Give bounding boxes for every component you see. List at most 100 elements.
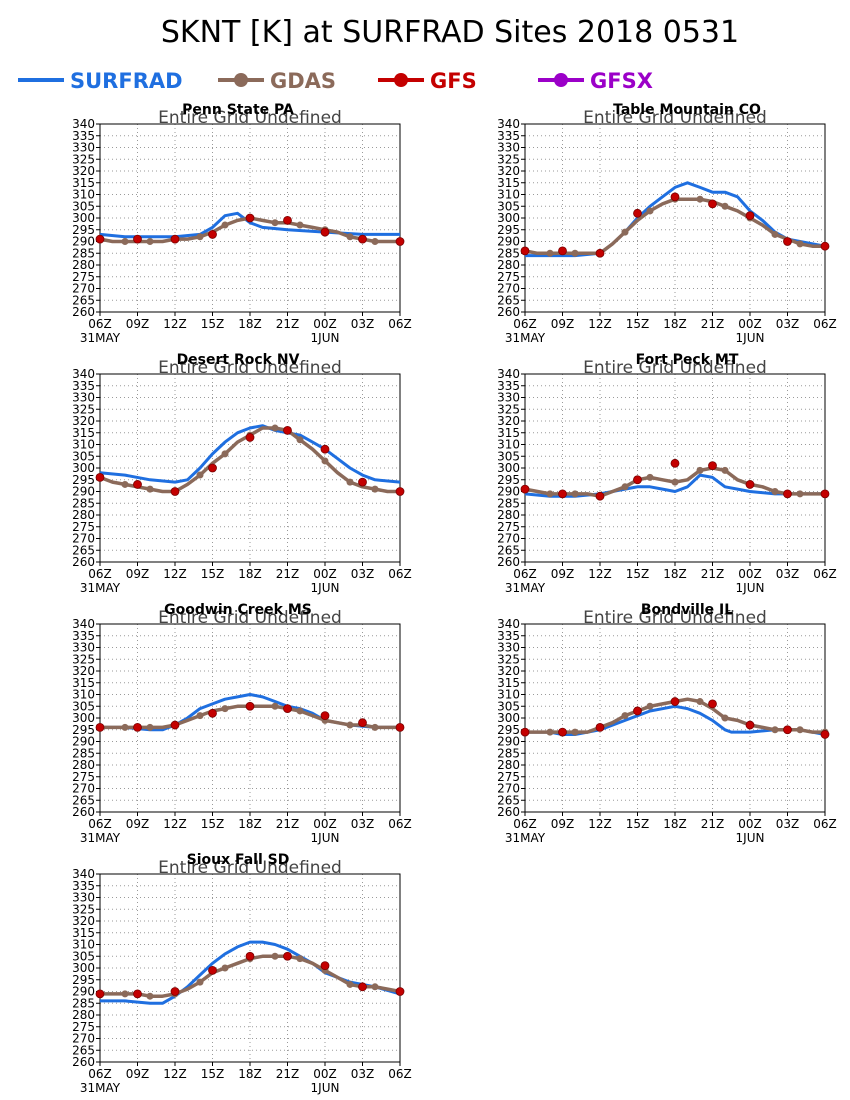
point-gdas [146,238,154,245]
point-gfs [245,701,255,711]
y-tick-label: 260 [497,555,520,569]
y-tick-label: 325 [497,652,520,666]
y-tick-label: 300 [72,211,95,225]
y-tick-label: 290 [497,485,520,499]
y-tick-label: 295 [72,223,95,237]
point-gdas [571,249,579,257]
x-tick-label: 18Z [663,567,687,581]
y-tick-label: 300 [497,711,520,725]
point-gfs [633,706,642,716]
y-tick-label: 330 [497,391,520,405]
series-line-surfrad [99,424,401,484]
point-gfs [520,246,530,256]
y-tick-label: 285 [497,746,520,760]
series-gfs [95,951,405,999]
grid [525,374,825,562]
y-tick-label: 305 [72,699,95,713]
y-tick-label: 340 [497,367,520,381]
y-tick-label: 265 [72,793,95,807]
x-date-label: 31MAY [80,331,121,345]
x-tick-label: 15Z [201,317,225,331]
point-gfs [708,461,717,471]
x-date-label: 1JUN [311,581,340,595]
y-tick-label: 265 [497,293,520,307]
legend-item-gfs: GFS [378,69,477,93]
point-gfs [320,227,330,237]
point-gdas [371,723,379,731]
y-tick-label: 295 [497,223,520,237]
point-gdas [721,466,729,474]
y-tick-label: 295 [72,723,95,737]
x-tick-label: 21Z [701,817,725,831]
x-tick-label: 03Z [776,567,800,581]
point-gfs [745,720,755,730]
series-surfrad [525,704,826,736]
x-tick-label: 12Z [163,567,187,581]
y-tick-label: 300 [72,711,95,725]
point-gdas [346,233,354,241]
x-date-label: 31MAY [505,581,546,595]
series-gfs [520,697,830,739]
y-tick-label: 285 [72,246,95,260]
grid [525,124,825,312]
y-tick-label: 300 [72,961,95,975]
point-gdas [646,473,654,481]
point-gdas [646,702,654,710]
point-gdas [121,990,129,998]
point-gdas [346,980,354,988]
y-tick-label: 295 [72,473,95,487]
y-tick-label: 330 [72,391,95,405]
x-tick-label: 03Z [351,567,375,581]
series-surfrad [99,211,400,239]
y-tick-label: 265 [72,293,95,307]
point-gdas [346,478,354,486]
grid [100,124,400,312]
legend-item-gdas: GDAS [218,69,336,93]
x-tick-label: 09Z [126,1067,150,1081]
x-tick-label: 06Z [513,317,537,331]
x-tick-label: 06Z [88,567,112,581]
y-tick-label: 315 [497,176,520,190]
x-tick-label: 03Z [351,817,375,831]
panel-table-mountain-co: 2602652702752802852902953003053103153203… [497,102,837,345]
point-gdas [221,705,229,713]
x-tick-label: 18Z [238,1067,262,1081]
point-gdas [371,238,379,245]
point-gdas [271,702,279,710]
point-gfs [320,961,330,971]
y-tick-label: 320 [497,664,520,678]
point-gfs [170,720,180,730]
series-gfs [520,192,830,258]
x-tick-label: 12Z [588,317,612,331]
point-gfs [395,987,405,996]
point-gdas [771,726,779,734]
point-gdas [196,233,204,241]
y-tick-label: 265 [497,793,520,807]
point-gdas [571,728,579,736]
y-tick-label: 320 [497,414,520,428]
point-gfs [245,213,255,223]
y-tick-label: 260 [72,305,95,319]
y-tick-label: 295 [72,973,95,987]
point-gdas [221,964,229,972]
point-gdas [296,436,304,444]
point-gfs [633,208,642,218]
y-tick-label: 330 [72,891,95,905]
point-gdas [296,707,304,715]
point-gdas [146,723,154,731]
x-tick-label: 09Z [551,317,575,331]
point-gfs [283,704,292,713]
y-tick-label: 320 [72,914,95,928]
point-gdas [671,478,679,486]
point-gdas [121,480,129,488]
undefined-grid-note: Entire Grid Undefined [583,608,767,628]
x-tick-label: 15Z [201,567,225,581]
point-gdas [696,698,704,706]
point-gfs [633,475,642,485]
y-tick-label: 330 [497,141,520,155]
figure-title: SKNT [K] at SURFRAD Sites 2018 0531 [161,15,739,50]
point-gdas [696,466,704,474]
point-gfs [95,234,105,244]
x-date-label: 1JUN [311,1081,340,1095]
point-gfs [170,487,180,496]
